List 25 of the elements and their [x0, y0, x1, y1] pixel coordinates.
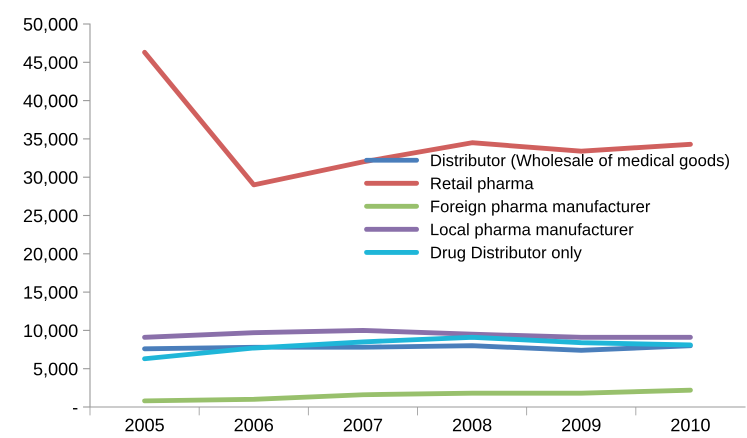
legend-label: Local pharma manufacturer — [431, 223, 634, 239]
y-tick-label: 35,000 — [24, 132, 78, 148]
x-tick-label: 2006 — [234, 418, 274, 432]
legend-label: Distributor (Wholesale of medical goods) — [431, 154, 729, 170]
x-tick-label: 2008 — [452, 418, 492, 432]
line-series — [142, 334, 693, 362]
y-tick-label: 30,000 — [24, 171, 78, 186]
legend-label: Drug Distributor only — [431, 246, 582, 262]
y-tick-label: 50,000 — [24, 18, 78, 33]
line-series — [142, 388, 693, 404]
x-tick-label: 2009 — [562, 418, 600, 432]
y-tick-label: 20,000 — [24, 248, 78, 263]
y-tick-label: 40,000 — [23, 94, 78, 110]
y-tick-label: 5,000 — [34, 362, 78, 378]
y-tick-label: - — [72, 408, 78, 410]
legend-label: Foreign pharma manufacturer — [431, 200, 650, 216]
y-tick-label: 25,000 — [24, 209, 78, 224]
x-tick-label: 2005 — [125, 418, 164, 432]
x-tick-label: 2007 — [344, 418, 382, 432]
legend-label: Retail pharma — [431, 177, 534, 193]
y-tick-label: 45,000 — [23, 56, 78, 72]
x-tick-label: 2010 — [671, 418, 710, 432]
line-series — [142, 328, 693, 340]
y-tick-label: 10,000 — [24, 324, 78, 340]
y-tick-label: 15,000 — [24, 286, 78, 301]
